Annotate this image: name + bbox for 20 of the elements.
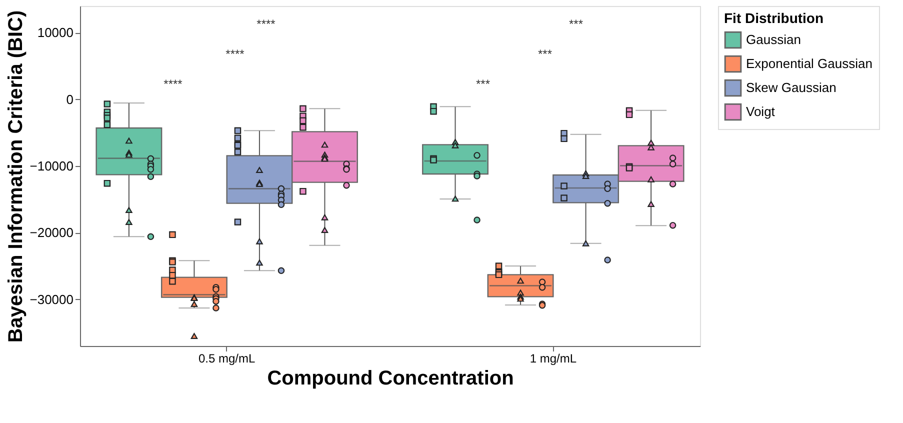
y-tick-label: −20000 <box>30 225 74 240</box>
legend-label: Gaussian <box>746 32 801 47</box>
annotation: *** <box>538 47 552 61</box>
annotation: **** <box>256 17 276 31</box>
legend-label: Exponential Gaussian <box>746 56 872 71</box>
y-tick-label: 10000 <box>37 25 74 40</box>
x-tick-label: 1 mg/mL <box>530 352 577 366</box>
y-tick-label: −10000 <box>30 158 74 174</box>
annotation: *** <box>476 77 490 91</box>
x-axis-title: Compound Concentration <box>267 368 514 390</box>
x-tick-label: 0.5 mg/mL <box>198 352 256 366</box>
y-tick-label: 0 <box>66 92 74 107</box>
y-axis-title: Bayesian Information Criteria (BIC) <box>4 10 27 343</box>
legend-title: Fit Distribution <box>724 10 824 26</box>
legend-label: Skew Gaussian <box>746 80 836 95</box>
legend-label: Voigt <box>746 104 776 119</box>
y-tick-label: −30000 <box>30 292 74 307</box>
annotation: **** <box>164 77 183 91</box>
annotation: **** <box>226 47 245 61</box>
annotation: *** <box>568 17 584 31</box>
